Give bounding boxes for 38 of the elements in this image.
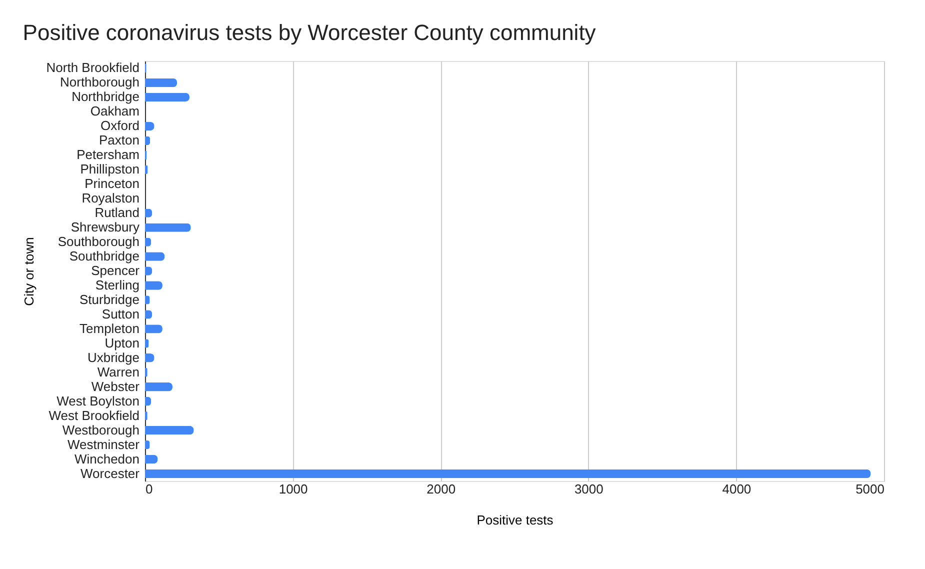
y-tick-label: Shrewsbury bbox=[70, 220, 140, 235]
y-tick-label: Southbridge bbox=[69, 248, 140, 264]
y-tick-label: Worcester bbox=[80, 466, 140, 481]
y-tick-label: Sutton bbox=[102, 306, 140, 322]
y-axis-title: City or town bbox=[21, 237, 36, 306]
y-tick-label: West Boylston bbox=[56, 393, 140, 408]
y-tick-label: Spencer bbox=[91, 263, 140, 278]
y-tick-label: Royalston bbox=[82, 190, 140, 206]
x-tick-label: 5000 bbox=[856, 482, 884, 496]
y-tick-label: Templeton bbox=[80, 320, 140, 336]
y-tick-label: Winchedon bbox=[74, 451, 140, 466]
y-tick-label: Sterling bbox=[95, 277, 140, 292]
y-tick-label: North Brookfield bbox=[46, 60, 140, 76]
y-tick-label: Webster bbox=[91, 378, 140, 394]
x-tick-label: 3000 bbox=[574, 482, 604, 496]
y-tick-label: Southborough bbox=[58, 234, 140, 250]
y-tick-label: Northborough bbox=[60, 74, 140, 90]
x-axis-title: Positive tests bbox=[476, 512, 554, 528]
chart-title: Positive coronavirus tests by Worcester County community bbox=[22, 20, 596, 45]
x-tick-label: 4000 bbox=[722, 482, 752, 496]
y-tick-label: Westminster bbox=[68, 436, 140, 452]
y-tick-label: Rutland bbox=[94, 205, 140, 220]
y-tick-label: Oxford bbox=[100, 118, 140, 134]
x-tick-label: 1000 bbox=[278, 482, 308, 496]
y-tick-label: Petersham bbox=[76, 147, 140, 162]
y-tick-label: Upton bbox=[104, 335, 140, 350]
y-tick-label: Princeton bbox=[84, 176, 140, 192]
y-tick-label: Oakham bbox=[90, 104, 140, 119]
x-tick-label: 2000 bbox=[426, 482, 456, 496]
x-tick-label: 0 bbox=[146, 482, 153, 496]
y-tick-label: Sturbridge bbox=[80, 292, 140, 307]
y-tick-label: Northbridge bbox=[72, 89, 140, 104]
y-tick-label: Uxbridge bbox=[87, 350, 140, 365]
y-tick-label: Warren bbox=[97, 364, 140, 380]
y-tick-label: Phillipston bbox=[80, 162, 140, 177]
y-tick-label: West Brookfield bbox=[48, 408, 140, 423]
y-tick-label: Westborough bbox=[62, 422, 140, 438]
y-tick-label: Paxton bbox=[99, 132, 140, 148]
